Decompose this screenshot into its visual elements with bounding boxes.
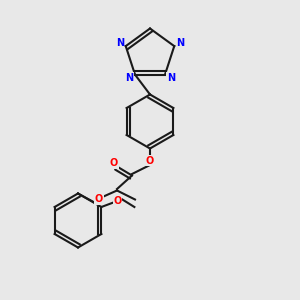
Text: N: N bbox=[116, 38, 124, 48]
Text: N: N bbox=[167, 73, 175, 82]
Text: O: O bbox=[95, 194, 103, 205]
Text: O: O bbox=[146, 155, 154, 166]
Text: N: N bbox=[176, 38, 184, 48]
Text: O: O bbox=[114, 196, 122, 206]
Text: O: O bbox=[110, 158, 118, 169]
Text: N: N bbox=[125, 73, 133, 82]
